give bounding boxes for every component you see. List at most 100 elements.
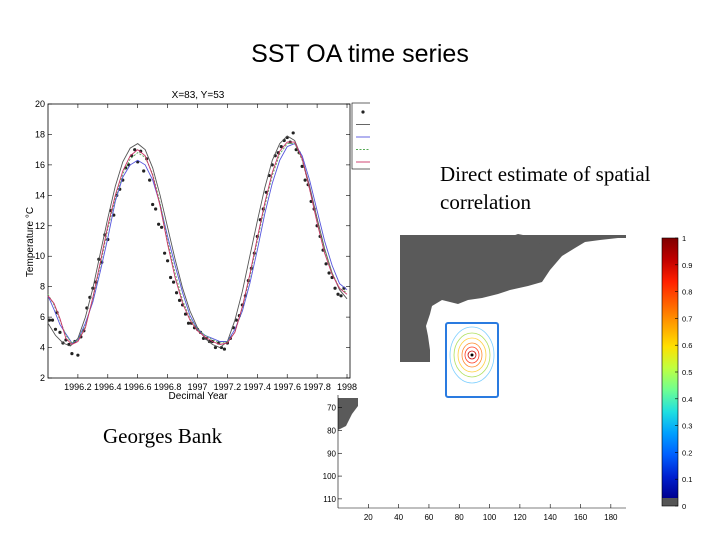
y-tick-label: 110 bbox=[323, 495, 336, 504]
x-tick-label: 20 bbox=[364, 513, 373, 522]
contour-line bbox=[453, 332, 491, 378]
x-tick-label: 1997.4 bbox=[244, 382, 272, 392]
plot-frame bbox=[47, 103, 351, 379]
x-tick-label: 1997.6 bbox=[273, 382, 301, 392]
x-tick-label: 180 bbox=[604, 513, 618, 522]
series-sst-point bbox=[163, 251, 167, 255]
y-tick-label: 100 bbox=[323, 472, 337, 481]
x-tick-label: 1997.2 bbox=[214, 382, 242, 392]
correlation-map-body bbox=[338, 234, 626, 430]
x-tick-label: 80 bbox=[455, 513, 464, 522]
x-tick-label: 120 bbox=[513, 513, 527, 522]
series-sst-point bbox=[142, 169, 146, 173]
y-axis-label: Temperature °C bbox=[25, 207, 36, 277]
series-sst-point bbox=[339, 294, 343, 298]
series-sst-point bbox=[336, 292, 340, 296]
series-sst-point bbox=[300, 164, 304, 169]
chart-title: X=83, Y=53 bbox=[171, 90, 225, 101]
series-sst-point bbox=[151, 202, 155, 207]
y-tick-label: 12 bbox=[35, 221, 45, 231]
series-sst-point bbox=[291, 131, 295, 135]
series-sst-point bbox=[157, 222, 161, 226]
x-tick-label: 1996.6 bbox=[124, 382, 152, 392]
series-sst-point bbox=[186, 321, 191, 325]
series-sst-point bbox=[58, 330, 62, 334]
colorbar-tick-label: 0.3 bbox=[682, 422, 692, 431]
x-tick-label: 1996.8 bbox=[154, 382, 182, 392]
y-tick-label: 80 bbox=[327, 426, 336, 435]
series-sst-point bbox=[222, 347, 227, 351]
series-sst-point bbox=[213, 345, 218, 350]
correlation-map-axes: 20 40 60 80 100 120 140 160 180 70 80 90 100 110 bbox=[323, 395, 626, 522]
y-tick-label: 10 bbox=[35, 251, 45, 261]
y-tick-label: 20 bbox=[35, 99, 45, 109]
series-sst-point bbox=[53, 327, 58, 331]
slide-title: SST OA time series bbox=[251, 40, 469, 68]
y-tick-label: 4 bbox=[40, 343, 45, 353]
colorbar-tick-label: 0.4 bbox=[682, 395, 692, 404]
contour-line bbox=[457, 337, 487, 373]
contour-line bbox=[461, 342, 483, 368]
colorbar-tick-label: 0.6 bbox=[682, 341, 692, 350]
time-series-axes: 1996.2 1996.4 1996.6 1996.8 1997 1997.2 1997.4… bbox=[35, 99, 357, 392]
y-tick-label: 8 bbox=[40, 282, 45, 292]
time-series-legend: SSTLSQOI#1OI#2OI#3 bbox=[351, 102, 370, 170]
x-tick-label: 1998 bbox=[337, 382, 357, 392]
land-mass bbox=[510, 266, 532, 282]
series-sst-point bbox=[279, 145, 283, 149]
x-tick-label: 100 bbox=[483, 513, 497, 522]
y-tick-label: 18 bbox=[35, 129, 45, 139]
correlation-map: 20 40 60 80 100 120 140 160 180 70 80 90 100 110 0 0.1… bbox=[323, 234, 692, 522]
y-tick-label: 2 bbox=[40, 373, 45, 383]
y-tick-label: 70 bbox=[327, 404, 336, 413]
series-sst-point bbox=[160, 225, 164, 229]
colorbar-tick-label: 1 bbox=[682, 234, 686, 243]
series-sst-point bbox=[47, 318, 52, 322]
x-tick-label: 40 bbox=[394, 513, 403, 522]
x-tick-label: 1997.8 bbox=[303, 382, 331, 392]
colorbar-tick-label: 0.1 bbox=[682, 475, 692, 484]
contour-line bbox=[464, 346, 480, 364]
series-sst-point bbox=[177, 298, 182, 302]
land-mass bbox=[496, 234, 542, 262]
colorbar-tick-label: 0.5 bbox=[682, 368, 692, 377]
series-sst-point bbox=[183, 312, 188, 316]
x-tick-label: 1996.4 bbox=[94, 382, 122, 392]
time-series-series bbox=[47, 131, 348, 357]
contour-line bbox=[467, 350, 477, 360]
series-sst-point bbox=[168, 275, 173, 280]
series-sst-point bbox=[294, 148, 298, 152]
colorbar-tick-label: 0 bbox=[682, 502, 686, 511]
series-oi-3-line bbox=[47, 141, 348, 346]
colorbar-gradient-bar bbox=[662, 238, 678, 498]
series-sst-point bbox=[324, 262, 328, 266]
series-sst-point bbox=[174, 291, 179, 295]
series-sst-point bbox=[333, 286, 337, 290]
series-sst-point bbox=[70, 352, 74, 356]
x-tick-label: 160 bbox=[574, 513, 588, 522]
series-sst-point bbox=[166, 259, 170, 263]
colorbar-tick-label: 0.8 bbox=[682, 288, 692, 297]
contour-line bbox=[449, 326, 495, 384]
colorbar-tick-label: 0.9 bbox=[682, 261, 692, 270]
series-sst-point bbox=[76, 353, 80, 357]
x-tick-label: 1996.2 bbox=[64, 382, 92, 392]
land-mass bbox=[338, 398, 358, 430]
legend-marker bbox=[361, 110, 365, 114]
colorbar-tick-label: 0.2 bbox=[682, 448, 692, 457]
series-sst-point bbox=[133, 148, 137, 152]
series-sst-point bbox=[171, 280, 176, 284]
series-sst-point bbox=[303, 178, 307, 182]
series-sst-point bbox=[327, 271, 331, 275]
x-tick-label: 60 bbox=[424, 513, 433, 522]
x-tick-label: 1997 bbox=[187, 382, 207, 392]
x-tick-label: 140 bbox=[544, 513, 558, 522]
colorbar-tick-label: 0.7 bbox=[682, 314, 692, 323]
colorbar-undefined-swatch bbox=[662, 498, 678, 506]
series-sst-point bbox=[148, 178, 152, 182]
correlation-peak-marker bbox=[470, 353, 474, 357]
y-tick-label: 6 bbox=[40, 312, 45, 322]
side-caption: Direct estimate of spatial correlation bbox=[440, 162, 651, 214]
correlation-box bbox=[445, 322, 499, 398]
legend-box bbox=[351, 102, 370, 170]
